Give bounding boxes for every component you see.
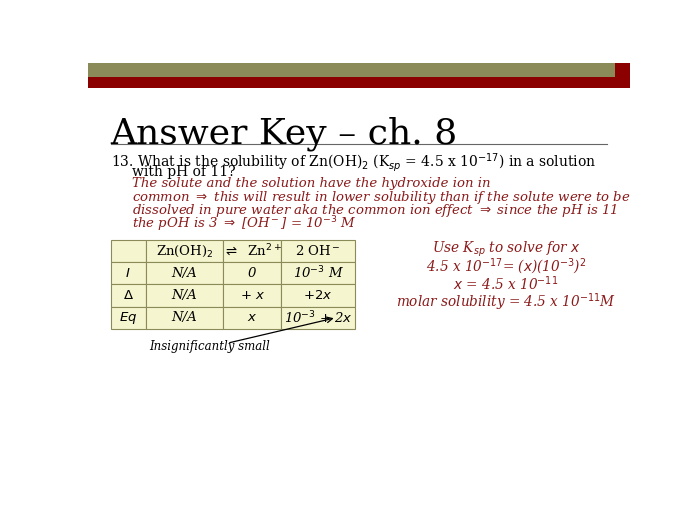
Text: $Eq$: $Eq$	[119, 310, 137, 326]
Text: $\rightleftharpoons$  Zn$^{2+}$: $\rightleftharpoons$ Zn$^{2+}$	[223, 243, 281, 259]
Bar	[281, 262, 355, 285]
Text: 4.5 x 10$^{-17}$= ($x$)(10$^{-3}$)$^2$: 4.5 x 10$^{-17}$= ($x$)(10$^{-3}$)$^2$	[426, 257, 586, 277]
Text: N/A: N/A	[172, 267, 197, 280]
Text: 2 OH$^-$: 2 OH$^-$	[295, 244, 341, 258]
Bar	[223, 285, 281, 307]
Text: Insignificantly small: Insignificantly small	[150, 340, 270, 353]
Text: Use K$_{sp}$ to solve for $x$: Use K$_{sp}$ to solve for $x$	[432, 240, 580, 259]
Text: $\Delta$: $\Delta$	[122, 289, 134, 302]
Text: $x$: $x$	[247, 311, 258, 324]
Text: common $\Rightarrow$ this will result in lower solubility than if the solute wer: common $\Rightarrow$ this will result in…	[132, 190, 631, 206]
Text: with pH of 11?: with pH of 11?	[132, 165, 236, 178]
Text: $+$ $x$: $+$ $x$	[239, 289, 265, 302]
Text: molar solubility = 4.5 x 10$^{-11}$M: molar solubility = 4.5 x 10$^{-11}$M	[396, 291, 616, 312]
Text: $x$ = 4.5 x 10$^{-11}$: $x$ = 4.5 x 10$^{-11}$	[454, 274, 559, 292]
Text: Answer Key – ch. 8: Answer Key – ch. 8	[111, 117, 458, 151]
Text: N/A: N/A	[172, 289, 197, 302]
Bar	[615, 63, 630, 77]
Bar	[111, 240, 146, 262]
Bar	[111, 262, 146, 285]
Bar	[223, 307, 281, 329]
Bar	[281, 307, 355, 329]
Text: dissolved in pure water aka the common ion effect $\Rightarrow$ since the pH is : dissolved in pure water aka the common i…	[132, 202, 618, 218]
Bar	[88, 77, 630, 88]
Bar	[111, 285, 146, 307]
Text: $I$: $I$	[125, 267, 131, 280]
Bar	[146, 262, 223, 285]
Text: 0: 0	[248, 267, 256, 280]
Bar	[146, 285, 223, 307]
Text: N/A: N/A	[172, 311, 197, 324]
Bar	[146, 307, 223, 329]
Bar	[146, 240, 223, 262]
Text: the pOH is 3 $\Rightarrow$ [OH$^-$] = 10$^{-3}$ M: the pOH is 3 $\Rightarrow$ [OH$^-$] = 10…	[132, 214, 357, 234]
Text: The solute and the solution have the hydroxide ion in: The solute and the solution have the hyd…	[132, 177, 491, 190]
Bar	[88, 63, 630, 77]
Bar	[223, 240, 281, 262]
Bar	[281, 285, 355, 307]
Bar	[223, 262, 281, 285]
Bar	[111, 307, 146, 329]
Text: Zn(OH)$_2$: Zn(OH)$_2$	[155, 244, 213, 259]
Text: $+2x$: $+2x$	[303, 289, 332, 302]
Text: 10$^{-3}$ $+$ 2$x$: 10$^{-3}$ $+$ 2$x$	[284, 309, 353, 326]
Text: 10$^{-3}$ M: 10$^{-3}$ M	[293, 265, 344, 281]
Bar	[281, 240, 355, 262]
Text: 13. What is the solubility of Zn(OH)$_2$ (K$_{sp}$ = 4.5 x 10$^{-17}$) in a solu: 13. What is the solubility of Zn(OH)$_2$…	[111, 152, 596, 174]
